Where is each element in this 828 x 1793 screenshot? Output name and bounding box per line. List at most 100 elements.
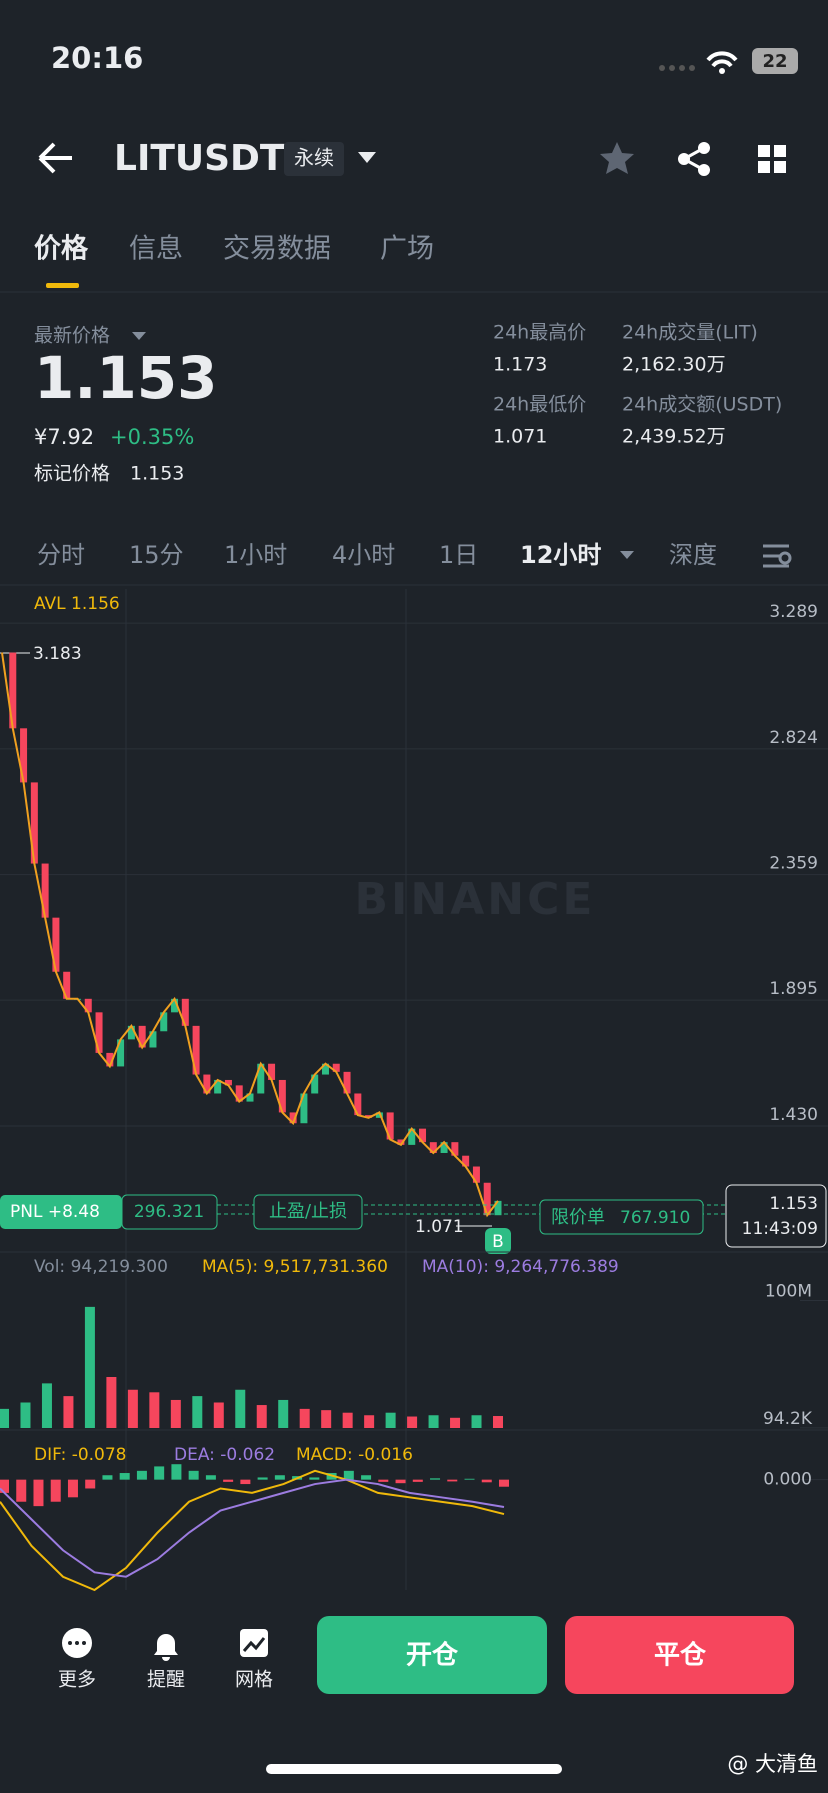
stat-label: 24h成交量(LIT): [622, 322, 758, 344]
y-tick-label: 2.359: [769, 854, 818, 874]
open-button[interactable]: [317, 1616, 547, 1694]
volume-label: Vol: 94,219.300: [34, 1257, 168, 1277]
volume-bar: [450, 1417, 461, 1428]
interval-dropdown[interactable]: [620, 551, 634, 559]
macd-bar: [378, 1479, 389, 1482]
y-tick-label: 1.430: [769, 1105, 818, 1125]
back-button[interactable]: [38, 142, 72, 174]
candle: [84, 998, 92, 1013]
grid-icon-line: [242, 1637, 266, 1652]
dif-line: [0, 1469, 505, 1592]
candle: [397, 1139, 405, 1145]
volume-bar: [192, 1396, 203, 1428]
stat-value: 2,162.30万: [622, 354, 726, 376]
candle: [203, 1074, 211, 1094]
y-tick-label: 94.2K: [763, 1409, 813, 1429]
candle: [9, 652, 17, 729]
chart-settings[interactable]: [763, 544, 792, 568]
author-watermark: @ 大清鱼: [727, 1752, 818, 1776]
order-box[interactable]: [539, 1199, 704, 1235]
volume-bar: [385, 1412, 396, 1428]
contract-badge: [284, 142, 344, 176]
macd-bar: [430, 1478, 441, 1480]
interval[interactable]: 1小时: [224, 541, 287, 569]
price-dropdown[interactable]: [132, 332, 146, 340]
candle: [257, 1063, 265, 1094]
interval-active[interactable]: 12小时: [520, 541, 601, 569]
mark-price-label: 标记价格: [34, 463, 110, 485]
volume-bar: [170, 1399, 181, 1428]
interval[interactable]: 1日: [439, 541, 478, 569]
mark-price: 1.153: [130, 463, 184, 485]
position-price: 296.321: [134, 1202, 204, 1222]
countdown: 11:43:09: [742, 1219, 818, 1239]
candle: [95, 1012, 103, 1053]
contract-type: 永续: [294, 146, 334, 170]
stat-value: 1.071: [493, 426, 547, 448]
macd-bar: [171, 1464, 182, 1480]
buy-marker: [485, 1228, 511, 1254]
macd-bar: [50, 1479, 61, 1502]
pnl-badge[interactable]: [0, 1195, 122, 1229]
volume-bar: [342, 1412, 353, 1428]
grid-icon[interactable]: [240, 1629, 268, 1657]
battery-level: 22: [762, 51, 787, 72]
macd-bar: [361, 1475, 372, 1480]
watermark: BINANCE: [355, 874, 596, 925]
order-label: 限价单: [551, 1207, 605, 1228]
close-line: [1, 652, 499, 1218]
macd-label: MACD: -0.016: [296, 1445, 413, 1465]
battery: [752, 48, 798, 74]
interval[interactable]: 深度: [669, 541, 717, 569]
candle: [268, 1063, 276, 1080]
tab-indicator: [46, 283, 79, 288]
macd-bar: [119, 1473, 130, 1480]
favorite-button[interactable]: [600, 142, 634, 174]
macd-bar: [33, 1479, 44, 1507]
volume-bar: [407, 1416, 418, 1428]
volume-bar: [299, 1408, 310, 1428]
candle: [483, 1182, 491, 1216]
interval[interactable]: 4小时: [332, 541, 395, 569]
candle: [451, 1142, 459, 1156]
layout-button[interactable]: [758, 145, 786, 173]
close-button[interactable]: [565, 1616, 794, 1694]
macd-bar: [412, 1479, 423, 1482]
candle: [214, 1079, 222, 1094]
share-button[interactable]: [678, 142, 710, 176]
low-marker: 1.071: [415, 1217, 464, 1237]
volume-bar: [235, 1389, 246, 1428]
candle: [289, 1112, 297, 1124]
macd-bar: [223, 1479, 234, 1482]
last-price-box: [725, 1184, 827, 1248]
candle: [472, 1166, 480, 1183]
macd-bar: [395, 1479, 406, 1484]
volume-bar: [278, 1399, 289, 1428]
more-button[interactable]: [62, 1628, 92, 1658]
tab[interactable]: 信息: [129, 234, 183, 265]
candle: [278, 1079, 286, 1113]
cny-price: ¥7.92: [34, 425, 94, 449]
stat-value: 2,439.52万: [622, 426, 726, 448]
macd-bar: [67, 1479, 78, 1498]
alert-icon[interactable]: [154, 1634, 178, 1661]
alert-label: 提醒: [147, 1669, 185, 1691]
volume-bar: [364, 1415, 375, 1428]
candle: [419, 1128, 427, 1143]
candle: [52, 917, 60, 972]
macd-bar: [154, 1466, 165, 1480]
interval[interactable]: 分时: [37, 541, 85, 569]
tab[interactable]: 价格: [34, 234, 89, 265]
symbol-dropdown[interactable]: [358, 152, 376, 163]
tab[interactable]: 交易数据: [223, 234, 331, 265]
candle: [408, 1128, 416, 1145]
last-price-tag: 1.153: [769, 1194, 818, 1214]
tpsl-button[interactable]: [253, 1194, 363, 1230]
macd-bar: [309, 1477, 320, 1480]
avl: AVL 1.156: [34, 594, 120, 614]
tab[interactable]: 广场: [380, 234, 434, 265]
open-label: 开仓: [406, 1640, 459, 1671]
volume-bar: [321, 1410, 332, 1428]
interval[interactable]: 15分: [129, 541, 184, 569]
